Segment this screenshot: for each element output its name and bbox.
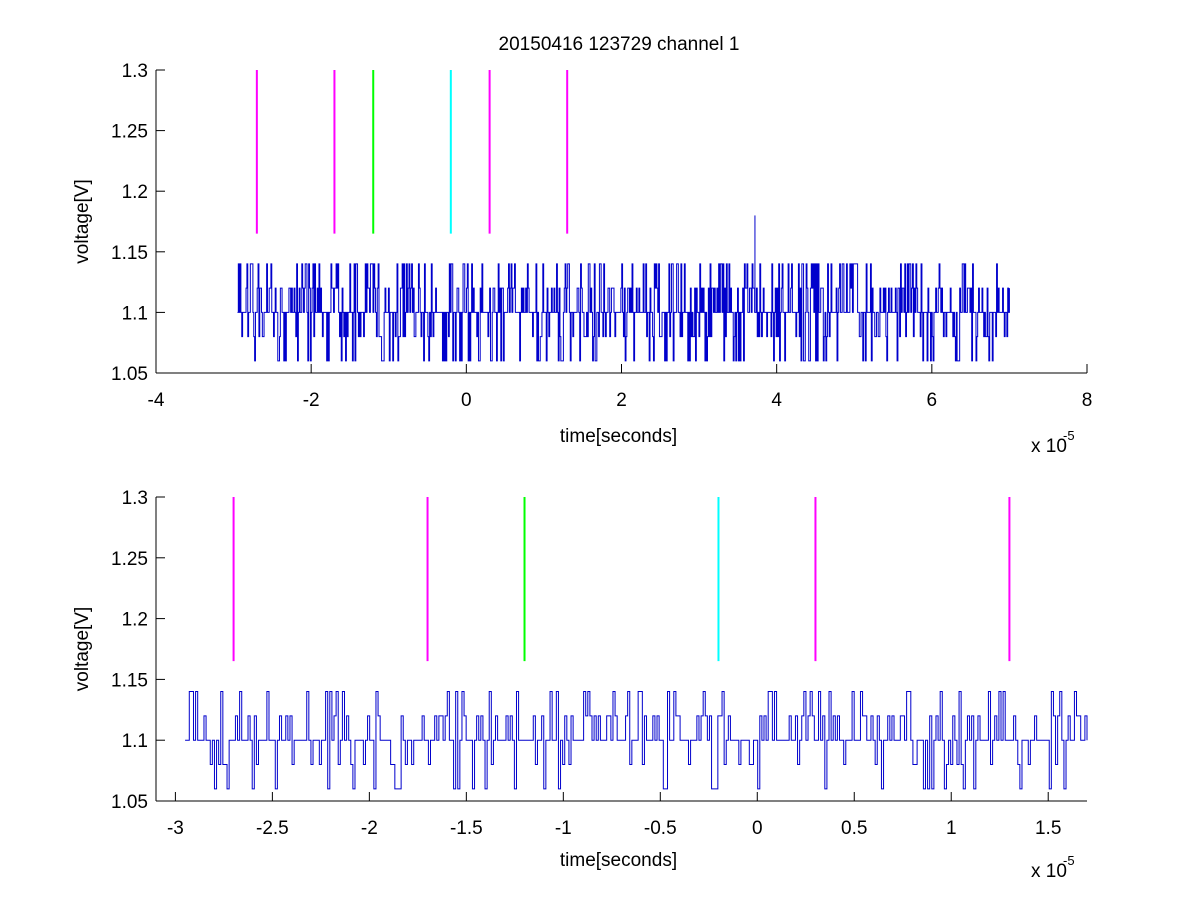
x-tick-label: 6 — [927, 390, 938, 411]
x-tick-label: -4 — [148, 390, 165, 411]
x-axis-label: time[seconds] — [560, 850, 677, 871]
signal-trace — [185, 691, 1088, 790]
x-tick-label: -3 — [167, 818, 184, 839]
y-axis-label: voltage[V] — [72, 179, 93, 264]
x-tick-label: 0 — [461, 390, 472, 411]
x-tick-label: -2.5 — [256, 818, 289, 839]
y-tick-label: 1.3 — [122, 488, 148, 509]
x-scale-exponent: -5 — [1063, 853, 1075, 868]
y-tick-label: 1.15 — [111, 243, 148, 264]
x-scale-exponent: -5 — [1063, 428, 1075, 443]
x-tick-label: 0.5 — [841, 818, 867, 839]
x-tick-label: 4 — [771, 390, 782, 411]
figure-title: 20150416 123729 channel 1 — [499, 34, 740, 55]
y-tick-label: 1.2 — [122, 182, 148, 203]
y-tick-label: 1.15 — [111, 670, 148, 691]
x-scale-multiplier: x 10 — [1031, 436, 1067, 457]
x-axis-label: time[seconds] — [560, 426, 677, 447]
x-tick-label: -2 — [303, 390, 320, 411]
x-tick-label: 1.5 — [1035, 818, 1061, 839]
y-axis-label: voltage[V] — [72, 607, 93, 692]
x-tick-label: 0 — [752, 818, 763, 839]
x-tick-label: -1 — [555, 818, 572, 839]
bottom-plot: 1.05 1.1 1.15 1.2 1.25 1.3 -3 -2.5 -2 -1.5 -1 -0.5 0… — [72, 488, 1088, 882]
x-tick-label: 2 — [616, 390, 627, 411]
y-tick-label: 1.05 — [111, 364, 148, 385]
x-scale-multiplier: x 10 — [1031, 861, 1067, 882]
y-tick-label: 1.1 — [122, 303, 148, 324]
y-tick-label: 1.05 — [111, 792, 148, 813]
x-tick-label: -0.5 — [644, 818, 677, 839]
y-tick-label: 1.25 — [111, 549, 148, 570]
x-tick-label: 8 — [1082, 390, 1093, 411]
y-tick-label: 1.3 — [122, 61, 148, 82]
signal-trace — [237, 263, 1010, 362]
x-tick-label: -2 — [361, 818, 378, 839]
y-tick-label: 1.1 — [122, 731, 148, 752]
x-tick-label: 1 — [946, 818, 957, 839]
y-tick-label: 1.2 — [122, 610, 148, 631]
top-plot: 1.05 1.1 1.15 1.2 1.25 1.3 -4 -2 0 2 4 6 8 time[secon… — [72, 61, 1092, 457]
x-tick-label: -1.5 — [450, 818, 483, 839]
y-tick-label: 1.25 — [111, 122, 148, 143]
